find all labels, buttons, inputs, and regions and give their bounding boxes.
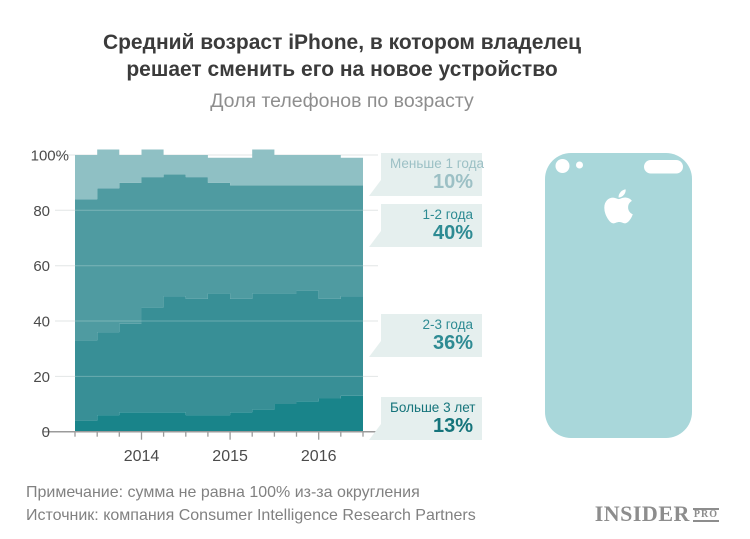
callout-value: 13% [432,415,473,437]
svg-text:2015: 2015 [212,448,248,465]
insider-pro-logo: INSIDER PRO [595,503,719,525]
svg-text:2016: 2016 [301,448,337,465]
logo-pro: PRO [692,508,719,522]
iphone-body [545,153,692,438]
apple-logo-icon [604,189,633,224]
callout-less-than-1-year: Меньше 1 года 10% [381,153,484,196]
svg-text:60: 60 [33,258,50,275]
callout-value: 10% [432,171,473,193]
svg-text:20: 20 [33,369,50,386]
note-text: Примечание: сумма не равна 100% из-за ок… [26,484,420,501]
svg-text:0: 0 [42,424,50,441]
callout-1-2-years: 1-2 года 40% [381,204,482,247]
callout-label: 1-2 года [422,207,474,222]
svg-text:2014: 2014 [124,448,160,465]
iphone-illustration [545,153,692,438]
area-series-2 [75,174,363,341]
iphone-flash-icon [576,161,583,169]
callout-2-3-years: 2-3 года 36% [381,314,482,357]
svg-text:40: 40 [33,314,50,331]
chart-subtitle: Доля телефонов по возрасту [210,90,474,112]
source-text: Источник: компания Consumer Intelligence… [26,507,476,524]
x-axis-labels: 2014 2015 2016 [124,448,337,465]
callout-label: Меньше 1 года [390,156,484,171]
area-series-3 [75,149,363,200]
area-series-1 [75,290,363,421]
area-series-0 [75,395,363,432]
stacked-areas [75,149,363,432]
callout-more-than-3-years: Больше 3 лет 13% [381,397,482,440]
y-axis-labels: 0 20 40 60 80 100% [31,148,69,442]
title-line-1: Средний возраст iPhone, в котором владел… [102,31,582,54]
logo-insider: INSIDER [594,501,690,526]
x-axis-ticks [74,431,364,440]
svg-text:80: 80 [33,203,50,220]
svg-text:100%: 100% [31,148,69,165]
callout-label: Больше 3 лет [390,400,476,415]
callout-value: 40% [432,222,473,244]
page-title: Средний возраст iPhone, в котором владел… [0,29,684,83]
iphone-antenna-band [644,160,683,174]
title-line-2: решает сменить его на новое устройство [126,58,558,81]
callout-value: 36% [432,332,473,354]
callout-label: 2-3 года [422,317,474,332]
iphone-camera-icon [555,159,570,173]
